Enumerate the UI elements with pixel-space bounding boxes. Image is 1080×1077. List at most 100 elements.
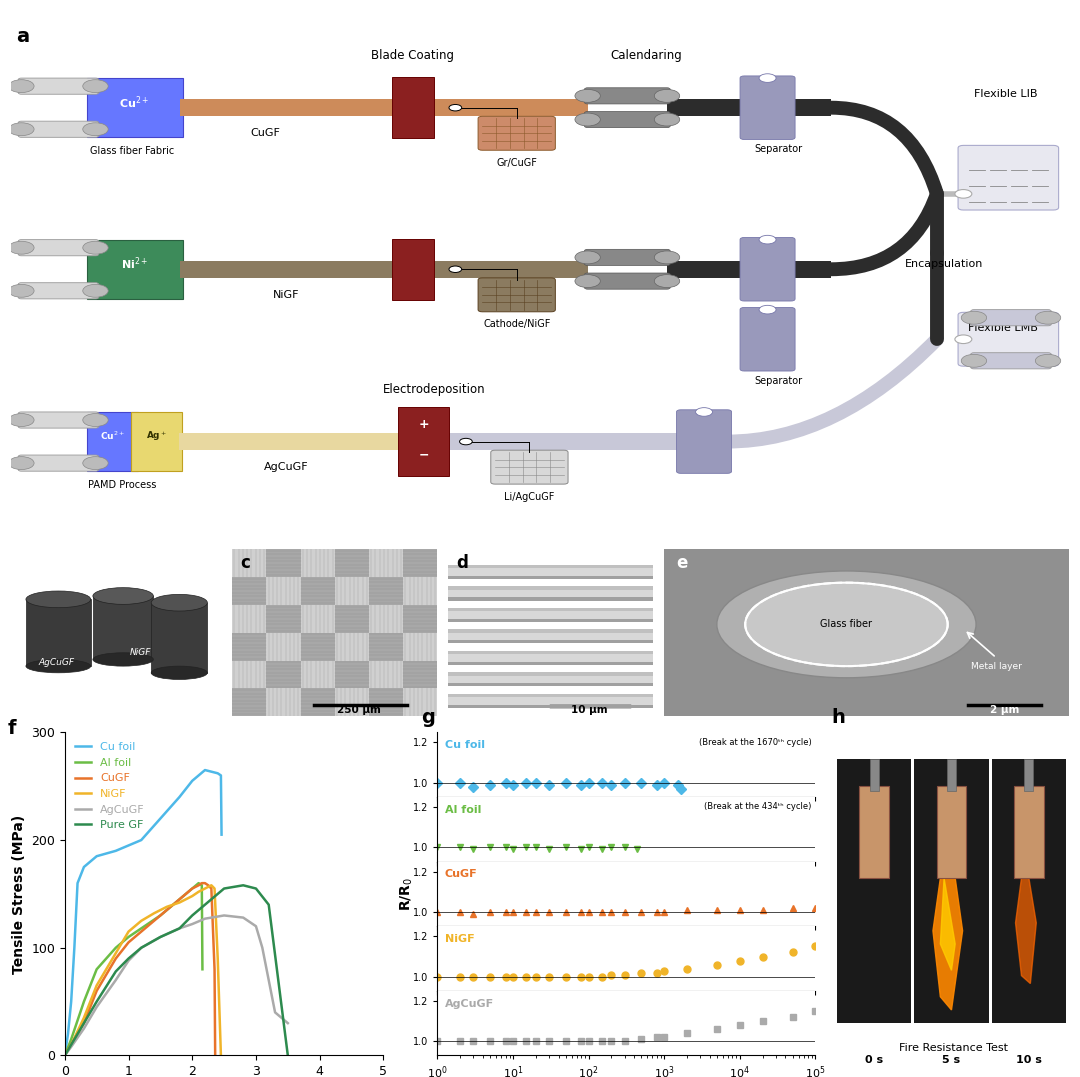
CuGF: [58, 1049, 71, 1062]
Cu foil: [186, 774, 199, 787]
Pure GF: [262, 898, 275, 911]
Bar: [448, 704, 653, 708]
Bar: [267, 605, 300, 632]
Circle shape: [654, 113, 679, 126]
Bar: [448, 694, 653, 697]
Circle shape: [83, 414, 108, 426]
Bar: [232, 633, 267, 660]
Bar: [300, 605, 335, 632]
Pure GF: [71, 1027, 84, 1040]
Text: AgCuGF: AgCuGF: [264, 462, 308, 472]
NiGF: [109, 947, 122, 960]
Al foil: [153, 909, 166, 922]
Circle shape: [759, 73, 777, 83]
Pure GF: [90, 995, 104, 1008]
Circle shape: [654, 251, 679, 264]
Bar: [791, 261, 832, 278]
Bar: [448, 651, 653, 654]
Text: 10 μm: 10 μm: [571, 704, 608, 714]
Bar: [300, 549, 335, 577]
Line: Cu foil: Cu foil: [65, 770, 221, 1055]
FancyBboxPatch shape: [676, 409, 731, 474]
Bar: [335, 660, 369, 688]
Bar: [448, 640, 653, 643]
Text: g: g: [421, 708, 435, 727]
NiGF: [208, 882, 221, 895]
NiGF: [215, 1049, 228, 1062]
Bar: [448, 598, 653, 601]
NiGF: [135, 914, 148, 927]
Bar: [369, 660, 403, 688]
Bar: [936, 786, 967, 878]
Text: 2 μm: 2 μm: [989, 704, 1020, 714]
FancyBboxPatch shape: [740, 308, 795, 370]
Bar: [267, 577, 300, 605]
CuGF: [109, 952, 122, 965]
Circle shape: [460, 438, 472, 445]
Bar: [667, 99, 757, 116]
Circle shape: [955, 190, 972, 198]
Bar: [179, 433, 403, 450]
Cu foil: [199, 764, 212, 777]
Bar: [232, 605, 267, 632]
Bar: [267, 660, 300, 688]
Circle shape: [9, 414, 35, 426]
Text: Separator: Separator: [754, 144, 802, 154]
Cu foil: [122, 839, 135, 852]
Text: Gr/CuGF: Gr/CuGF: [497, 158, 537, 168]
Circle shape: [717, 571, 976, 677]
Text: Encapsulation: Encapsulation: [905, 258, 984, 269]
Bar: [232, 577, 267, 605]
FancyBboxPatch shape: [87, 79, 184, 138]
CuGF: [208, 1049, 221, 1062]
NiGF: [90, 979, 104, 992]
Bar: [1014, 786, 1043, 878]
Text: Blade Coating: Blade Coating: [372, 48, 455, 61]
Bar: [432, 99, 588, 116]
Cu foil: [68, 941, 81, 954]
Pure GF: [135, 941, 148, 954]
Text: c: c: [241, 555, 251, 572]
Cu foil: [58, 1049, 71, 1062]
Pure GF: [281, 1049, 294, 1062]
FancyBboxPatch shape: [87, 239, 184, 298]
Bar: [448, 586, 653, 590]
Text: Metal layer: Metal layer: [971, 661, 1022, 671]
Circle shape: [759, 306, 777, 314]
Bar: [860, 786, 889, 878]
AgCuGF: [78, 1022, 91, 1035]
CuGF: [148, 914, 161, 927]
Bar: [180, 261, 403, 278]
Cu foil: [135, 834, 148, 847]
Text: Ni$^{2+}$: Ni$^{2+}$: [121, 255, 148, 272]
Bar: [448, 672, 653, 686]
Bar: [151, 603, 207, 673]
Ellipse shape: [93, 653, 153, 666]
Text: e: e: [676, 555, 688, 572]
Bar: [791, 99, 832, 116]
Bar: [869, 759, 878, 791]
Bar: [369, 633, 403, 660]
FancyBboxPatch shape: [18, 79, 98, 94]
Text: Electrodeposition: Electrodeposition: [382, 382, 486, 395]
Bar: [448, 565, 653, 569]
NiGF: [148, 907, 161, 920]
FancyBboxPatch shape: [87, 411, 138, 472]
Circle shape: [759, 235, 777, 243]
FancyBboxPatch shape: [18, 411, 98, 428]
Pure GF: [173, 922, 186, 935]
AgCuGF: [122, 954, 135, 967]
Cu foil: [215, 828, 228, 841]
NiGF: [212, 952, 225, 965]
Al foil: [195, 963, 208, 976]
Bar: [267, 633, 300, 660]
FancyBboxPatch shape: [971, 353, 1051, 368]
Pure GF: [218, 882, 231, 895]
Bar: [180, 99, 403, 116]
Text: +: +: [418, 418, 429, 431]
Circle shape: [9, 241, 35, 254]
FancyBboxPatch shape: [18, 239, 98, 255]
AgCuGF: [281, 1017, 294, 1030]
Circle shape: [449, 104, 461, 111]
Circle shape: [575, 275, 600, 288]
